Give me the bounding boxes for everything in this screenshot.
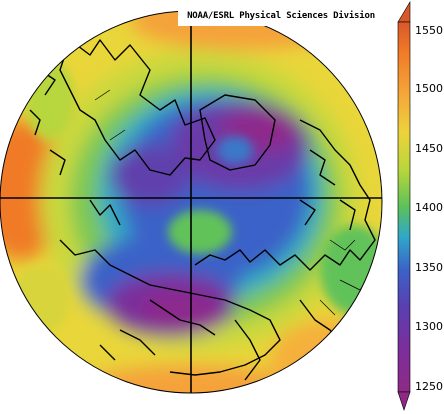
colorbar-tick-1350: 1350	[415, 261, 443, 274]
eurasia-coast	[194, 119, 376, 271]
colorbar-gradient	[397, 21, 411, 393]
colorbar-tick-1400: 1400	[415, 201, 443, 214]
high-region-central	[168, 210, 232, 254]
colorbar-tick-1300: 1300	[415, 320, 443, 333]
greenland-coast	[199, 94, 276, 171]
colorbar	[397, 0, 411, 411]
coastlines	[29, 19, 376, 381]
colorbar-top-arrow	[397, 0, 411, 23]
asia-pacific-coast	[59, 239, 281, 376]
colorbar-tick-1500: 1500	[415, 82, 443, 95]
high-region-south	[70, 365, 310, 393]
colorbar-tick-1250: 1250	[415, 380, 443, 393]
colorbar-tick-1450: 1450	[415, 142, 443, 155]
colorbar-tick-1550: 1550	[415, 24, 443, 37]
colorbar-bottom-arrow	[397, 391, 411, 411]
credit-label: NOAA/ESRL Physical Sciences Division	[178, 6, 384, 26]
height-field	[0, 11, 382, 393]
